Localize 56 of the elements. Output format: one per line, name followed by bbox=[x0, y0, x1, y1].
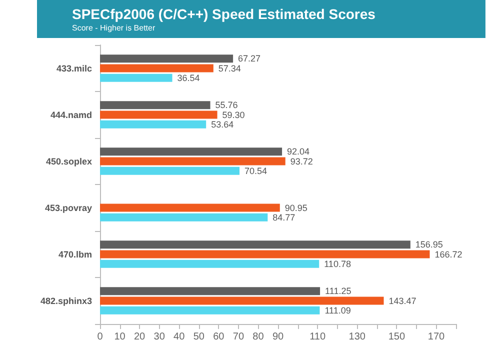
x-tick-label: 0 bbox=[97, 332, 104, 342]
bar bbox=[100, 213, 268, 222]
bar bbox=[100, 296, 384, 305]
y-tick-label: 470.lbm bbox=[58, 249, 92, 260]
bar bbox=[100, 110, 218, 119]
bar bbox=[100, 204, 280, 212]
x-tick-label: 70 bbox=[232, 332, 244, 342]
bar bbox=[100, 64, 214, 72]
x-tick-label: 60 bbox=[213, 332, 225, 342]
bar bbox=[100, 157, 286, 166]
bar bbox=[100, 240, 410, 249]
data-label: 111.09 bbox=[324, 305, 351, 316]
bar bbox=[100, 287, 320, 296]
data-label: 110.78 bbox=[324, 258, 351, 269]
y-tick-label: 433.milc bbox=[56, 63, 92, 74]
x-tick-label: 20 bbox=[134, 332, 146, 342]
y-tick-label: 450.soplex bbox=[46, 156, 92, 166]
data-label: 93.72 bbox=[290, 156, 313, 166]
data-label: 92.04 bbox=[287, 146, 310, 157]
data-label: 84.77 bbox=[272, 212, 296, 222]
bar bbox=[100, 74, 172, 82]
data-label: 166.72 bbox=[434, 249, 462, 260]
data-label: 53.64 bbox=[211, 119, 234, 130]
chart-title: SPECfp2006 (C/C++) Speed Estimated Scores bbox=[72, 6, 376, 22]
bar bbox=[100, 306, 320, 314]
data-label: 143.47 bbox=[388, 296, 416, 306]
data-label: 70.54 bbox=[244, 166, 268, 176]
data-label: 67.27 bbox=[238, 54, 261, 64]
y-tick-label: 482.sphinx3 bbox=[40, 296, 92, 306]
bar bbox=[100, 101, 210, 110]
data-label: 156.95 bbox=[415, 240, 443, 250]
bar bbox=[100, 120, 206, 128]
data-label: 57.34 bbox=[218, 63, 241, 74]
x-tick-label: 30 bbox=[154, 332, 166, 342]
bar bbox=[100, 166, 240, 175]
x-tick-label: 10 bbox=[114, 332, 126, 342]
data-label: 55.76 bbox=[215, 100, 238, 110]
bar bbox=[100, 148, 282, 156]
data-label: 59.30 bbox=[222, 110, 245, 120]
bar bbox=[100, 54, 234, 63]
y-tick-label: 444.namd bbox=[50, 110, 92, 120]
bar bbox=[100, 260, 320, 268]
x-tick-label: 130 bbox=[348, 332, 366, 342]
x-tick-label: 110 bbox=[310, 332, 326, 342]
x-tick-label: 150 bbox=[388, 332, 406, 342]
y-tick-label: 453.povray bbox=[44, 202, 92, 213]
data-label: 111.25 bbox=[325, 286, 352, 296]
data-label: 36.54 bbox=[177, 72, 200, 83]
data-label: 90.95 bbox=[284, 202, 308, 213]
x-tick-label: 170 bbox=[428, 332, 445, 342]
x-tick-label: 40 bbox=[174, 332, 186, 342]
chart-subtitle: Score - Higher is Better bbox=[72, 24, 156, 32]
x-tick-label: 90 bbox=[272, 332, 284, 342]
x-tick-label: 50 bbox=[193, 332, 205, 342]
bar bbox=[100, 250, 430, 258]
x-tick-label: 80 bbox=[252, 332, 264, 342]
